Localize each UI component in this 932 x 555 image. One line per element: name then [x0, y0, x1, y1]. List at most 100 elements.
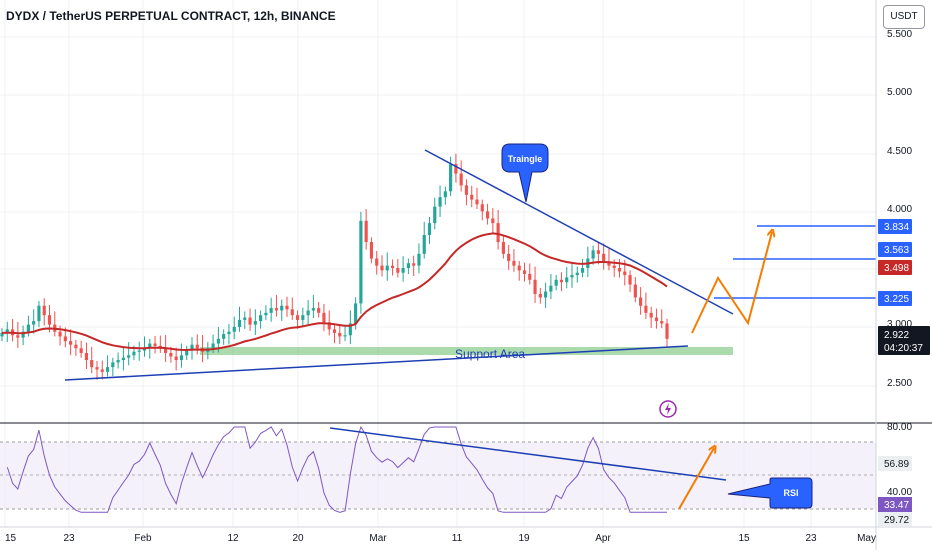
- candle-body: [348, 323, 352, 336]
- candle-body: [380, 265, 384, 271]
- time-tick: May: [857, 533, 876, 544]
- candle-body: [84, 352, 89, 361]
- level-label-3834: 3.834: [878, 219, 912, 234]
- candle-body: [602, 253, 606, 263]
- candle-body: [507, 253, 511, 261]
- candle-body: [649, 312, 653, 318]
- candle-body: [232, 327, 236, 332]
- candle-body: [544, 291, 548, 298]
- level-label-3225: 3.225: [878, 291, 912, 306]
- candle-body: [538, 293, 542, 298]
- currency-button[interactable]: USDT: [883, 5, 925, 29]
- candle-body: [665, 323, 669, 339]
- svg-text:2.922: 2.922: [884, 330, 909, 341]
- candle-body: [21, 331, 25, 338]
- candle-body: [470, 194, 474, 200]
- rsi-line: [6, 425, 667, 513]
- candle-body: [311, 308, 315, 311]
- support-area: [200, 347, 733, 355]
- candle-body: [295, 315, 300, 320]
- time-tick: Feb: [134, 533, 152, 544]
- svg-text:3.563: 3.563: [884, 245, 909, 256]
- candle-body: [449, 164, 453, 192]
- candle-body: [528, 273, 532, 280]
- candle-body: [369, 242, 374, 259]
- candle-body: [90, 360, 94, 368]
- rsi-divergence-line[interactable]: [329, 427, 727, 481]
- candle-body: [570, 275, 574, 278]
- moving-average-line: [1, 232, 668, 352]
- candle-body: [259, 315, 263, 322]
- candle-body: [222, 334, 226, 339]
- candle-body: [290, 309, 294, 316]
- candle-body: [148, 343, 152, 349]
- candle-body: [512, 260, 516, 266]
- triangle-lower-trendline[interactable]: [64, 345, 689, 381]
- candle-body: [612, 265, 616, 268]
- candle-body: [464, 185, 469, 195]
- candle-body: [459, 173, 463, 186]
- candle-body: [364, 220, 368, 243]
- support-area-label: Support Area: [455, 347, 525, 361]
- candle-body: [623, 271, 627, 276]
- time-tick: 11: [452, 533, 463, 544]
- candle-body: [169, 352, 173, 357]
- rsi-tick: 40.00: [887, 487, 912, 498]
- price-tick: 4.500: [887, 146, 912, 157]
- candle-body: [575, 272, 579, 276]
- candle-body: [142, 348, 147, 351]
- candle-body: [63, 336, 67, 342]
- candle-body: [644, 305, 648, 313]
- candle-body: [385, 265, 389, 271]
- price-tick: 3.000: [887, 319, 912, 330]
- candle-body: [216, 338, 220, 344]
- rsi-axis[interactable]: 80.00 40.00: [887, 422, 912, 498]
- time-tick: 20: [292, 533, 304, 544]
- candle-body: [628, 275, 632, 285]
- candle-body: [596, 250, 600, 254]
- candle-body: [280, 305, 284, 311]
- triangle-upper-trendline[interactable]: [424, 149, 734, 315]
- candle-body: [522, 270, 527, 274]
- candle-body: [0, 332, 4, 337]
- candle-body: [580, 268, 585, 273]
- candle-body: [69, 341, 73, 345]
- time-axis[interactable]: 15 23 Feb 12 20 Mar 11 19 Apr 15 23 May: [5, 533, 876, 544]
- svg-text:04:20:37: 04:20:37: [884, 343, 923, 354]
- last-price-label: 2.922 04:20:37: [878, 326, 930, 355]
- candle-body: [549, 285, 553, 292]
- candle-body: [243, 317, 247, 320]
- candle-body: [179, 355, 184, 361]
- svg-text:3.225: 3.225: [884, 294, 909, 305]
- candle-body: [332, 329, 337, 333]
- projection-arrow: [691, 232, 772, 334]
- candle-body: [607, 262, 611, 266]
- price-axis[interactable]: 5.500 5.000 4.500 4.000 3.000 2.500: [887, 29, 912, 389]
- symbol-title: DYDX / TetherUS PERPETUAL CONTRACT, 12h,…: [6, 9, 336, 23]
- candle-body: [164, 348, 168, 353]
- candle-body: [5, 329, 9, 333]
- candle-body: [74, 344, 78, 349]
- candle-body: [496, 223, 500, 243]
- candle-body: [427, 223, 432, 235]
- time-tick: 15: [738, 533, 750, 544]
- candle-body: [359, 220, 363, 304]
- candle-body: [454, 164, 458, 174]
- time-tick: 23: [805, 533, 817, 544]
- candle-body: [211, 343, 215, 349]
- rsi-callout: RSI: [727, 477, 813, 509]
- lightning-icon[interactable]: [659, 400, 677, 418]
- triangle-callout: Traingle: [501, 143, 549, 203]
- candle-body: [264, 312, 268, 316]
- candle-body: [317, 308, 321, 313]
- candle-body: [533, 279, 537, 294]
- candle-body: [327, 322, 331, 330]
- candle-body: [412, 263, 416, 266]
- candle-body: [390, 265, 395, 268]
- candle-body: [26, 324, 30, 332]
- candle-body: [475, 199, 479, 205]
- svg-text:3.498: 3.498: [884, 263, 909, 274]
- rsi-projection-arrow: [678, 448, 714, 510]
- price-tick: 5.500: [887, 29, 912, 40]
